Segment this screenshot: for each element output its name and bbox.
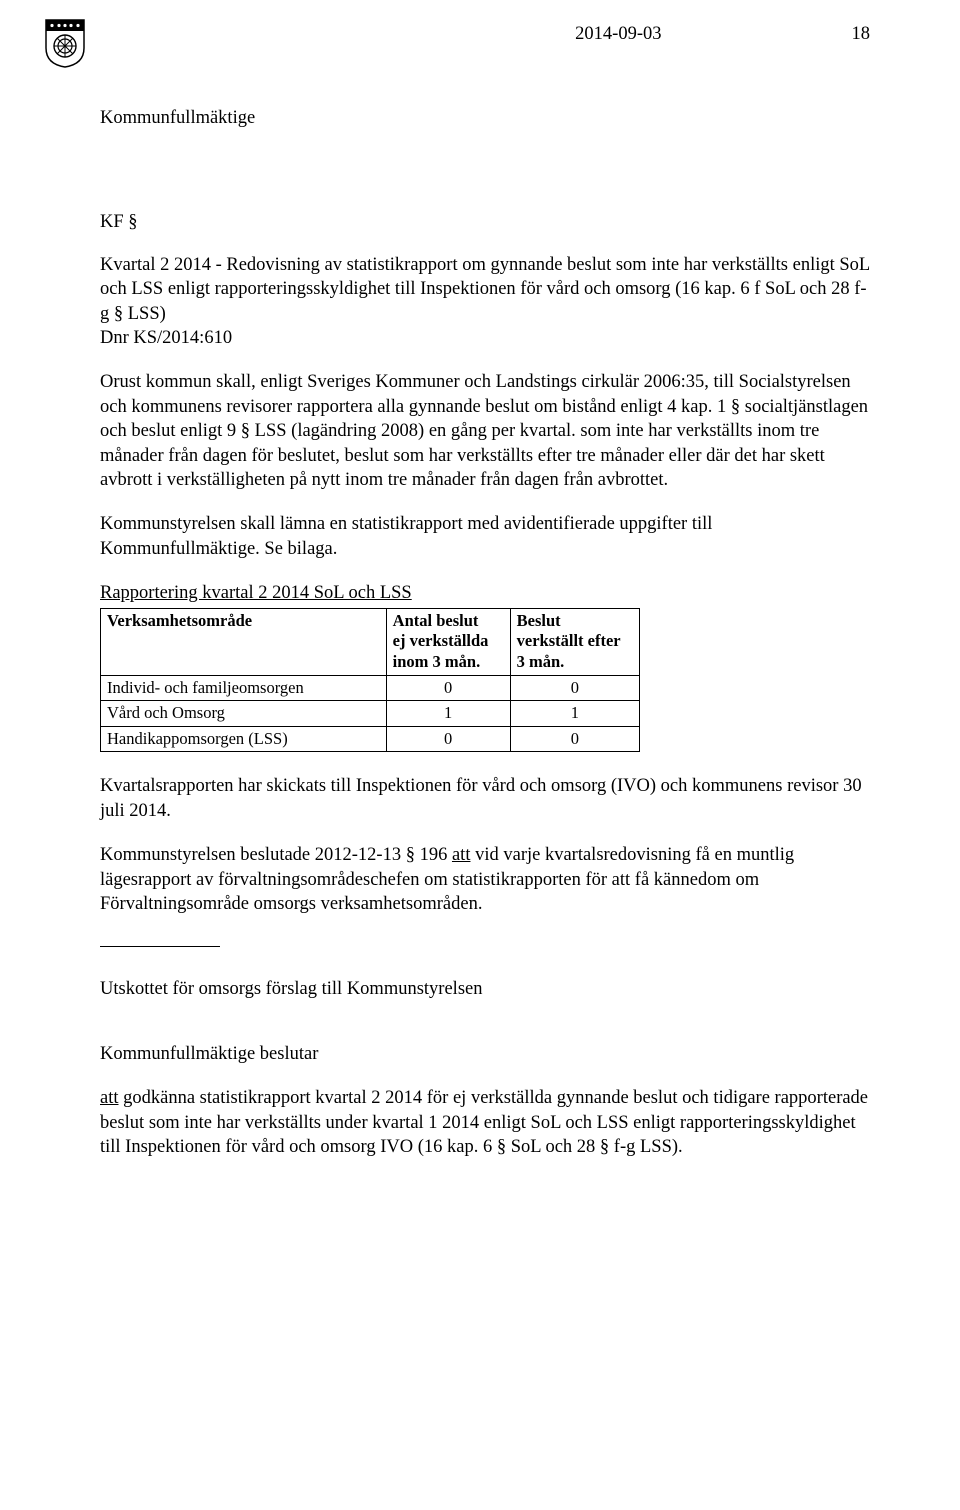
document-title: Kvartal 2 2014 - Redovisning av statisti…: [100, 253, 870, 326]
table-row: Handikappomsorgen (LSS) 0 0: [101, 726, 640, 752]
paragraph-1: Orust kommun skall, enligt Sveriges Komm…: [100, 370, 870, 492]
report-table: Verksamhetsområde Antal beslut ej verkst…: [100, 608, 640, 753]
col-header-area: Verksamhetsområde: [101, 608, 387, 675]
paragraph-2: Kommunstyrelsen skall lämna en statistik…: [100, 512, 870, 561]
col-header-count-l3: inom 3 mån.: [393, 652, 481, 671]
col-header-after-l1: Beslut: [517, 611, 561, 630]
col-header-after: Beslut verkställt efter 3 mån.: [510, 608, 639, 675]
document-date: 2014-09-03: [575, 22, 661, 46]
paragraph-3: Kvartalsrapporten har skickats till Insp…: [100, 774, 870, 823]
kf-section-label: KF §: [100, 210, 870, 234]
table-heading: Rapportering kvartal 2 2014 SoL och LSS: [100, 581, 870, 605]
municipal-shield-icon: [44, 18, 86, 68]
cell-v2: 0: [510, 726, 639, 752]
decision-body: att godkänna statistikrapport kvartal 2 …: [100, 1086, 870, 1159]
divider-short: [100, 946, 220, 947]
cell-v1: 0: [386, 675, 510, 701]
decision-att: att: [100, 1088, 119, 1108]
diary-number: Dnr KS/2014:610: [100, 326, 870, 350]
cell-v1: 1: [386, 701, 510, 727]
cell-area: Individ- och familjeomsorgen: [101, 675, 387, 701]
para4-pre: Kommunstyrelsen beslutade 2012-12-13 § 1…: [100, 845, 452, 865]
decision-text: godkänna statistikrapport kvartal 2 2014…: [100, 1088, 868, 1157]
cell-area: Vård och Omsorg: [101, 701, 387, 727]
table-row: Vård och Omsorg 1 1: [101, 701, 640, 727]
para4-underline: att: [452, 845, 471, 865]
header-meta: 2014-09-03 18: [575, 22, 870, 46]
table-header-row: Verksamhetsområde Antal beslut ej verkst…: [101, 608, 640, 675]
col-header-count-l1: Antal beslut: [393, 611, 479, 630]
col-header-count-l2: ej verkställda: [393, 631, 489, 650]
cell-v2: 0: [510, 675, 639, 701]
table-row: Individ- och familjeomsorgen 0 0: [101, 675, 640, 701]
cell-area: Handikappomsorgen (LSS): [101, 726, 387, 752]
cell-v2: 1: [510, 701, 639, 727]
org-name: Kommunfullmäktige: [100, 106, 870, 130]
page-header: 2014-09-03 18: [100, 24, 870, 68]
col-header-after-l2: verkställt efter: [517, 631, 621, 650]
col-header-count: Antal beslut ej verkställda inom 3 mån.: [386, 608, 510, 675]
page-number: 18: [852, 22, 871, 46]
proposal-line: Utskottet för omsorgs förslag till Kommu…: [100, 977, 870, 1001]
paragraph-4: Kommunstyrelsen beslutade 2012-12-13 § 1…: [100, 843, 870, 916]
col-header-after-l3: 3 mån.: [517, 652, 565, 671]
decision-heading: Kommunfullmäktige beslutar: [100, 1042, 870, 1066]
cell-v1: 0: [386, 726, 510, 752]
